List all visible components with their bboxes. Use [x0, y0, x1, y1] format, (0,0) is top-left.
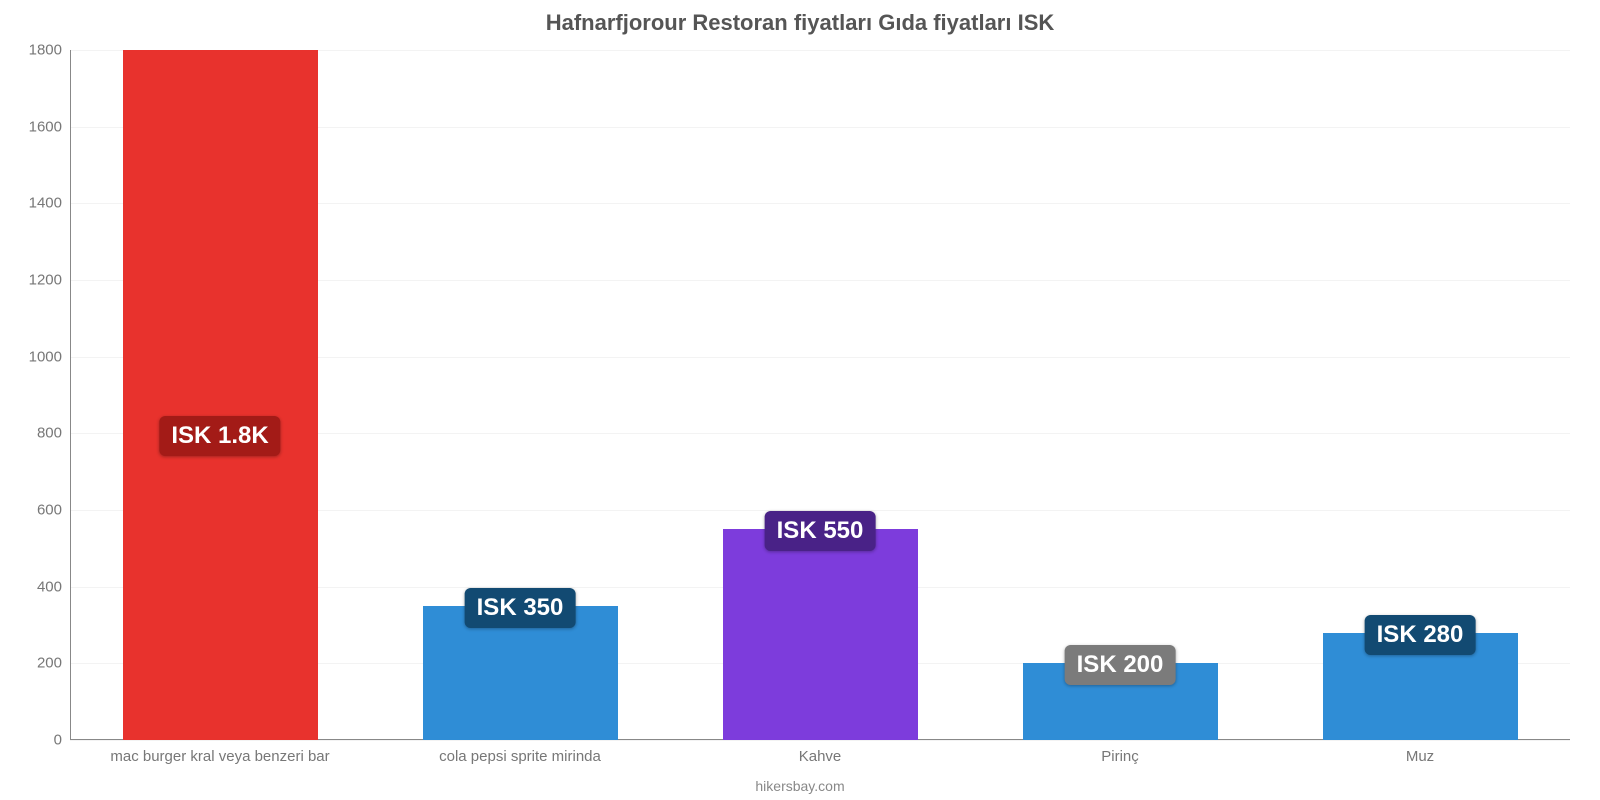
- y-axis-line: [70, 50, 71, 740]
- bar-value-label: ISK 200: [1065, 645, 1176, 685]
- y-tick-label: 1400: [29, 195, 70, 212]
- bar: [123, 50, 318, 740]
- y-tick-label: 1800: [29, 42, 70, 59]
- bar: [723, 529, 918, 740]
- bar-chart: Hafnarfjorour Restoran fiyatları Gıda fi…: [0, 0, 1600, 800]
- x-tick-label: Kahve: [799, 740, 842, 765]
- y-tick-label: 0: [54, 732, 70, 749]
- x-tick-label: mac burger kral veya benzeri bar: [110, 740, 329, 765]
- chart-credit: hikersbay.com: [0, 778, 1600, 794]
- bar-value-label: ISK 1.8K: [159, 416, 280, 456]
- y-tick-label: 1000: [29, 348, 70, 365]
- x-tick-label: cola pepsi sprite mirinda: [439, 740, 601, 765]
- y-tick-label: 1200: [29, 272, 70, 289]
- y-tick-label: 400: [37, 578, 70, 595]
- bar-value-label: ISK 280: [1365, 615, 1476, 655]
- y-tick-label: 800: [37, 425, 70, 442]
- chart-title: Hafnarfjorour Restoran fiyatları Gıda fi…: [0, 10, 1600, 36]
- plot-area: 020040060080010001200140016001800mac bur…: [70, 50, 1570, 740]
- bar-value-label: ISK 350: [465, 588, 576, 628]
- y-tick-label: 1600: [29, 118, 70, 135]
- x-tick-label: Pirinç: [1101, 740, 1139, 765]
- bar-value-label: ISK 550: [765, 511, 876, 551]
- y-tick-label: 200: [37, 655, 70, 672]
- x-tick-label: Muz: [1406, 740, 1434, 765]
- y-tick-label: 600: [37, 502, 70, 519]
